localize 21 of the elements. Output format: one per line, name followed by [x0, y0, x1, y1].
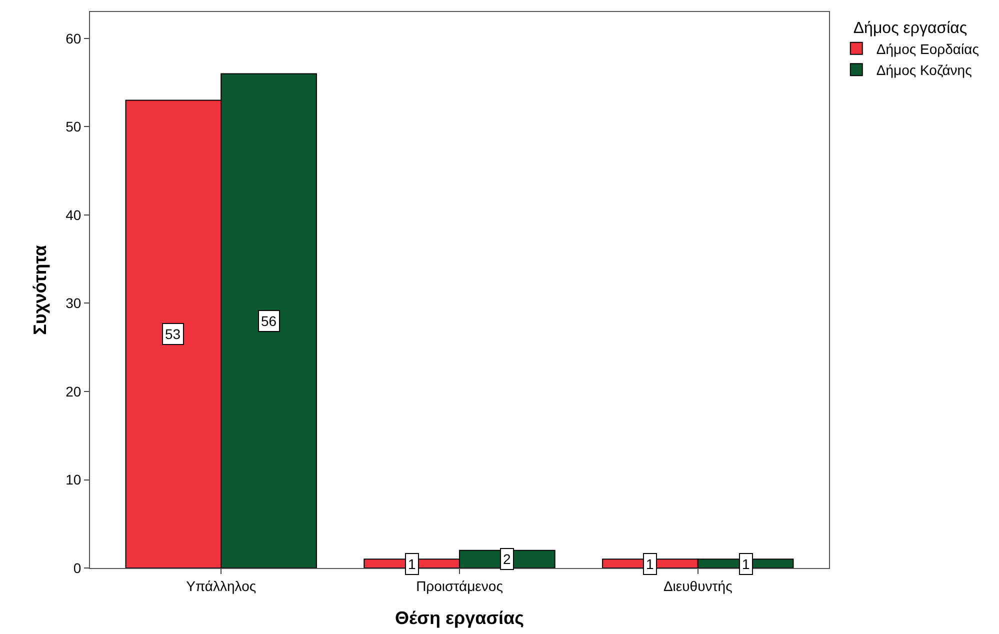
data-label: 53: [165, 326, 181, 342]
y-tick-label: 60: [66, 30, 82, 46]
y-tick-label: 30: [66, 295, 82, 312]
data-label: 1: [646, 556, 654, 572]
x-tick-label: Προιστάμενος: [416, 578, 504, 594]
data-label: 56: [261, 313, 277, 329]
legend-label: Δήμος Κοζάνης: [876, 62, 972, 78]
x-tick-label: Υπάλληλος: [186, 578, 256, 594]
x-axis-title: Θέση εργασίας: [395, 608, 524, 628]
y-tick-label: 50: [66, 118, 82, 135]
y-tick-label: 0: [73, 560, 82, 576]
y-tick-label: 40: [66, 206, 82, 223]
y-tick-label: 20: [66, 383, 82, 400]
data-label: 2: [503, 551, 511, 567]
y-tick-label: 10: [66, 472, 82, 488]
x-tick-label: Διευθυντής: [663, 578, 733, 594]
data-label: 1: [742, 556, 750, 572]
data-label: 1: [408, 556, 416, 572]
legend-title: Δήμος εργασίας: [853, 20, 968, 37]
legend-label: Δήμος Εορδαίας: [876, 40, 980, 57]
y-axis-title: Συχνότητα: [30, 245, 50, 335]
